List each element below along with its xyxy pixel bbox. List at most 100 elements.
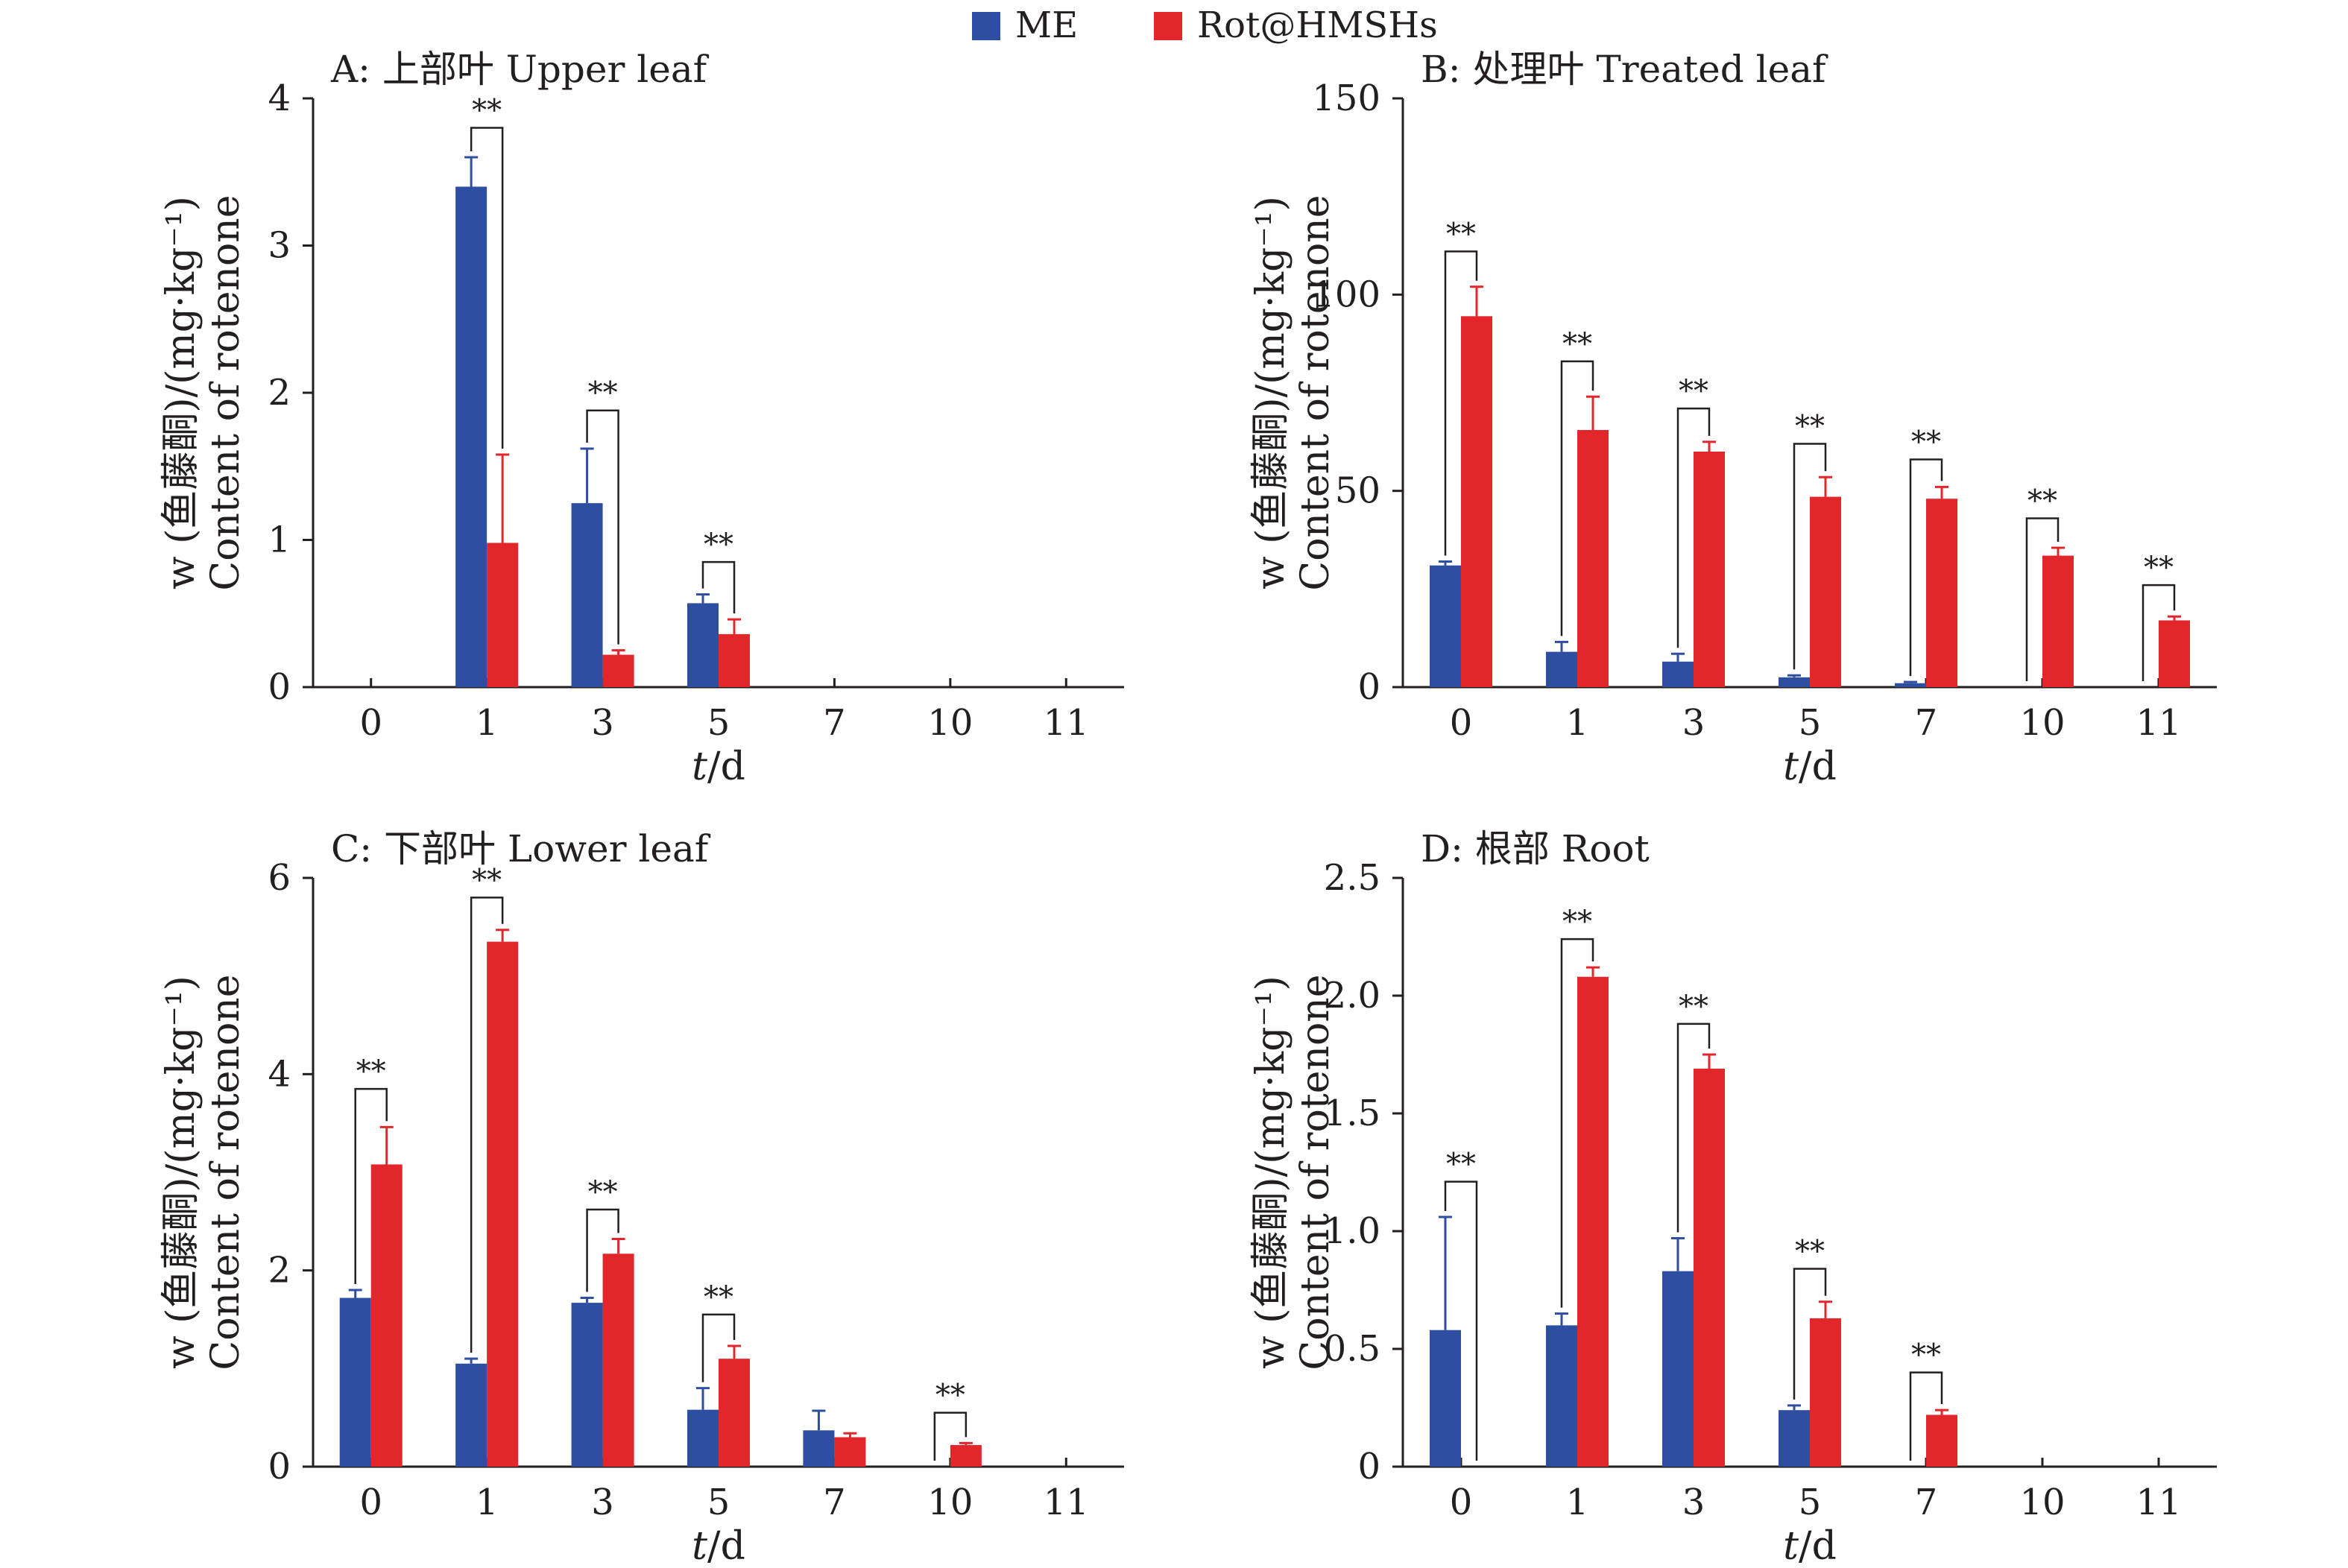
x-axis-title-variable: t <box>692 1524 707 1568</box>
bar-me-0 <box>1430 1330 1461 1467</box>
bar-me-5 <box>1779 677 1810 687</box>
panel-title: D: 根部 Root <box>1421 827 1650 870</box>
bar-me-3 <box>1662 661 1694 687</box>
y-axis-title-line2: Content of rotenone <box>203 974 248 1370</box>
significance-label: ** <box>1679 374 1708 408</box>
bar-me-0 <box>339 1297 371 1467</box>
y-axis-title-line1: w (鱼藤酮)/(mg·kg⁻¹) <box>1249 976 1293 1369</box>
significance-bracket <box>354 1087 388 1284</box>
bar-me-5 <box>687 603 719 687</box>
x-tick-label: 0 <box>1450 702 1473 744</box>
significance-bracket <box>1560 360 1594 636</box>
significance-label: ** <box>1911 426 1941 460</box>
significance-label: ** <box>1795 409 1825 443</box>
y-tick-label: 0 <box>1357 666 1380 708</box>
x-axis-title: t/d <box>1783 1524 1837 1568</box>
x-axis-title-unit: /d <box>1799 1524 1837 1568</box>
y-tick-label: 1.0 <box>1324 1210 1380 1252</box>
y-axis-title-line2: Content of rotenone <box>1293 974 1338 1370</box>
x-tick-label: 11 <box>2136 702 2181 744</box>
y-axis-title-line1: w (鱼藤酮)/(mg·kg⁻¹) <box>159 976 203 1369</box>
y-axis-title-line2: Content of rotenone <box>1293 195 1338 590</box>
y-tick-label: 2.0 <box>1324 975 1380 1017</box>
significance-label: ** <box>1446 217 1476 251</box>
bar-rot-hmshs-10 <box>950 1445 982 1467</box>
significance-label: ** <box>472 863 502 897</box>
legend-label-me: ME <box>1015 4 1078 46</box>
x-tick-label: 5 <box>707 702 730 744</box>
significance-label: ** <box>704 528 733 562</box>
x-tick-label: 11 <box>1044 1482 1089 1523</box>
y-axis-title-line2: Content of rotenone <box>203 195 248 590</box>
significance-bracket <box>586 1208 619 1292</box>
y-tick-label: 1 <box>268 519 291 561</box>
x-tick-label: 7 <box>1915 702 1938 744</box>
bar-rot-hmshs-1 <box>1577 430 1609 687</box>
x-tick-label: 3 <box>1682 702 1705 744</box>
panel-title: A: 上部叶 Upper leaf <box>330 48 710 91</box>
bar-rot-hmshs-3 <box>1694 1068 1725 1467</box>
x-tick-label: 11 <box>2136 1482 2181 1523</box>
y-tick-label: 0.5 <box>1324 1328 1380 1370</box>
bar-me-1 <box>1546 651 1577 687</box>
bar-me-1 <box>455 1363 487 1467</box>
panel-title: B: 处理叶 Treated leaf <box>1421 48 1828 91</box>
x-tick-label: 3 <box>1682 1482 1705 1523</box>
bar-rot-hmshs-1 <box>487 941 519 1467</box>
x-tick-label: 1 <box>1566 702 1589 744</box>
y-axis-title-line1: w (鱼藤酮)/(mg·kg⁻¹) <box>159 196 203 589</box>
significance-bracket <box>1444 1180 1478 1461</box>
bar-rot-hmshs-1 <box>487 543 519 687</box>
panel-title: C: 下部叶 Lower leaf <box>331 827 711 870</box>
significance-bracket <box>1909 458 1943 677</box>
significance-label: ** <box>1562 905 1592 939</box>
y-tick-label: 0 <box>268 1446 291 1488</box>
bar-rot-hmshs-1 <box>1577 976 1609 1467</box>
significance-label: ** <box>1562 327 1592 361</box>
y-tick-label: 50 <box>1335 470 1380 512</box>
y-tick-label: 4 <box>268 78 291 119</box>
significance-bracket <box>1793 1268 1827 1400</box>
y-tick-label: 0 <box>1357 1446 1380 1488</box>
x-tick-label: 3 <box>591 702 614 744</box>
significance-bracket <box>2025 517 2060 681</box>
bar-rot-hmshs-10 <box>2042 555 2074 687</box>
x-tick-label: 5 <box>707 1482 730 1523</box>
legend: ME Rot@HMSHs <box>972 4 1438 46</box>
x-tick-label: 0 <box>1450 1482 1473 1523</box>
significance-label: ** <box>588 1175 618 1210</box>
significance-label: ** <box>1679 990 1708 1024</box>
x-axis-title-unit: /d <box>707 1524 745 1568</box>
y-tick-label: 4 <box>268 1053 291 1095</box>
x-tick-label: 5 <box>1799 702 1822 744</box>
x-axis-title-unit: /d <box>1799 745 1837 789</box>
bar-rot-hmshs-3 <box>602 1254 634 1467</box>
x-tick-label: 5 <box>1799 1482 1822 1523</box>
x-axis-title-variable: t <box>1783 745 1799 789</box>
bar-rot-hmshs-3 <box>602 654 634 687</box>
x-tick-label: 10 <box>2019 1482 2065 1523</box>
x-tick-label: 7 <box>1915 1482 1938 1523</box>
significance-bracket <box>1676 407 1711 648</box>
significance-bracket <box>1909 1371 1943 1461</box>
significance-bracket <box>1444 250 1478 556</box>
significance-bracket <box>470 127 504 449</box>
x-tick-label: 1 <box>476 702 499 744</box>
bar-me-5 <box>1779 1410 1810 1467</box>
y-tick-label: 1.5 <box>1324 1093 1380 1134</box>
x-tick-label: 10 <box>2019 702 2065 744</box>
significance-bracket <box>933 1411 968 1461</box>
significance-bracket <box>470 897 504 1353</box>
x-axis-title: t/d <box>692 1524 745 1568</box>
bar-rot-hmshs-0 <box>1461 316 1492 687</box>
bar-rot-hmshs-5 <box>719 633 750 687</box>
bar-me-1 <box>455 186 487 687</box>
panel-d-root: 0 0.5 1.0 1.5 2.0 2.5 0 1 3 5 7 10 11 ** ** ** ** ** D: 根部… <box>1249 827 2217 1568</box>
bar-me-3 <box>571 503 603 687</box>
bar-me-5 <box>687 1409 719 1467</box>
y-tick-label: 3 <box>268 225 291 267</box>
legend-swatch-me <box>972 12 1000 40</box>
x-tick-label: 11 <box>1044 702 1089 744</box>
